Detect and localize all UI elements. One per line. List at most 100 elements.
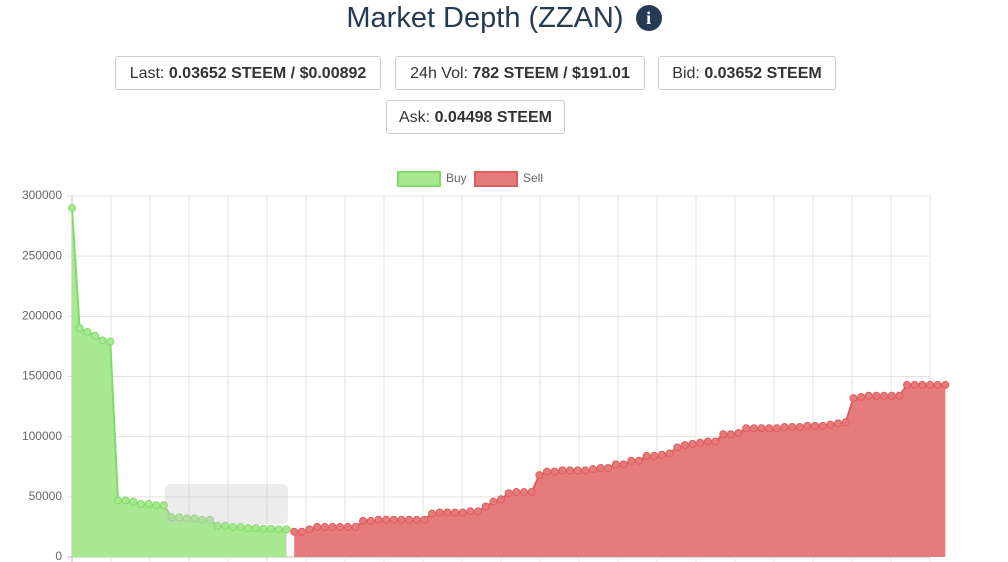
- point: [780, 423, 789, 432]
- point: [144, 500, 153, 509]
- point: [282, 525, 291, 534]
- point: [757, 424, 766, 433]
- point: [596, 463, 605, 472]
- point: [274, 525, 283, 534]
- point: [336, 522, 345, 531]
- stat-box: Bid: 0.03652 STEEM: [658, 56, 836, 90]
- point: [428, 509, 437, 518]
- point: [83, 327, 92, 336]
- stat-value: 0.03652 STEEM: [704, 65, 822, 82]
- point: [343, 522, 352, 531]
- point: [474, 507, 483, 516]
- point: [504, 489, 513, 498]
- point: [849, 394, 858, 403]
- point: [933, 380, 942, 389]
- point: [297, 527, 306, 536]
- y-tick-label: 50000: [29, 489, 63, 503]
- stat-box: 24h Vol: 782 STEEM / $191.01: [395, 56, 645, 90]
- point: [389, 515, 398, 524]
- point: [382, 515, 391, 524]
- point: [290, 527, 299, 536]
- point: [190, 514, 199, 523]
- point: [228, 522, 237, 531]
- point: [527, 488, 536, 497]
- stat-label: 24h Vol:: [410, 65, 468, 82]
- point: [121, 496, 130, 505]
- point: [420, 515, 429, 524]
- stat-label: Bid:: [672, 65, 700, 82]
- point: [251, 524, 260, 533]
- y-tick-label: 200000: [22, 309, 62, 323]
- point: [726, 430, 735, 439]
- point: [466, 507, 475, 516]
- point: [305, 525, 314, 534]
- point: [68, 204, 76, 213]
- point: [366, 516, 375, 525]
- point: [435, 508, 444, 517]
- point: [573, 466, 582, 475]
- series: [290, 380, 950, 557]
- point: [259, 524, 268, 533]
- title: Market Depth (ZZAN) i: [0, 2, 1008, 35]
- point: [941, 380, 950, 389]
- point: [872, 391, 881, 400]
- legend-label: Sell: [523, 171, 543, 185]
- point: [795, 423, 804, 432]
- point: [236, 522, 245, 531]
- point: [313, 522, 322, 531]
- point: [558, 466, 567, 475]
- area-fill: [72, 208, 287, 558]
- point: [857, 392, 866, 401]
- point: [550, 467, 559, 476]
- point: [267, 524, 276, 533]
- point: [152, 501, 161, 510]
- point: [680, 441, 689, 450]
- stat-label: Last:: [129, 65, 165, 82]
- point: [359, 516, 368, 525]
- y-tick-label: 100000: [22, 429, 62, 443]
- point: [818, 421, 827, 430]
- point: [75, 324, 84, 333]
- stat-box: Ask: 0.04498 STEEM: [386, 100, 565, 134]
- point: [351, 522, 360, 531]
- point: [581, 466, 590, 475]
- series: [68, 204, 291, 558]
- point: [895, 391, 904, 400]
- point: [397, 515, 406, 524]
- point: [535, 471, 544, 480]
- legend-label: Buy: [446, 171, 467, 185]
- point: [512, 488, 521, 497]
- stat-box: Last: 0.03652 STEEM / $0.00892: [115, 56, 381, 90]
- stat-value: 0.03652 STEEM / $0.00892: [168, 65, 367, 82]
- point: [742, 424, 751, 433]
- point: [129, 497, 138, 506]
- legend-swatch: [397, 171, 441, 187]
- point: [328, 522, 337, 531]
- point: [650, 451, 659, 460]
- point: [611, 460, 620, 469]
- area-fill: [294, 384, 946, 557]
- point: [489, 497, 498, 506]
- point: [221, 521, 230, 530]
- point: [811, 421, 820, 430]
- point: [604, 463, 613, 472]
- point: [198, 515, 207, 524]
- point: [918, 380, 927, 389]
- point: [405, 515, 414, 524]
- point: [880, 391, 889, 400]
- point: [412, 515, 421, 524]
- point: [205, 515, 214, 524]
- point: [443, 508, 452, 517]
- point: [749, 424, 758, 433]
- info-icon[interactable]: i: [635, 5, 662, 31]
- point: [665, 449, 674, 458]
- tooltip-shadow: [165, 484, 288, 524]
- point: [113, 496, 122, 505]
- point: [642, 451, 651, 460]
- point: [719, 430, 728, 439]
- point: [481, 502, 490, 511]
- point: [841, 418, 850, 427]
- point: [519, 488, 528, 497]
